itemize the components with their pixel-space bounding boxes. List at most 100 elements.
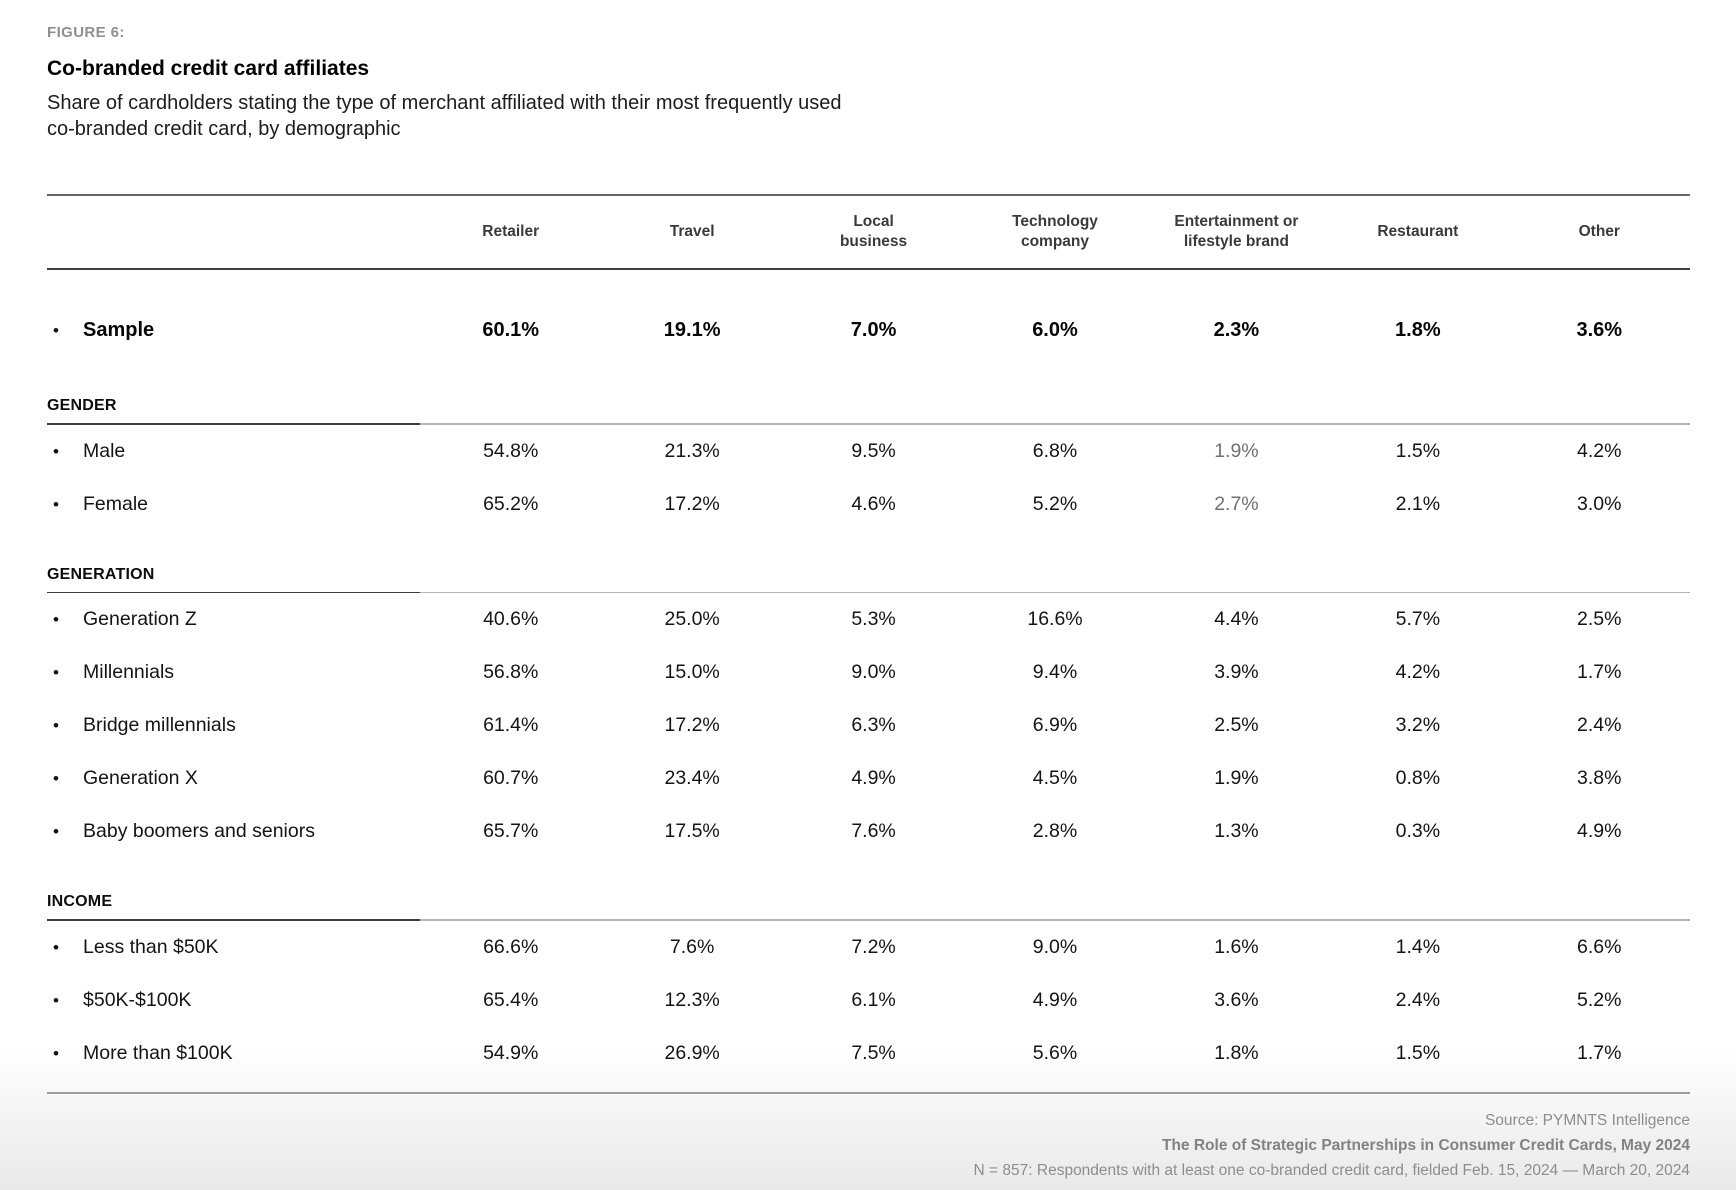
cell-sample-retailer: 60.1% <box>482 319 540 341</box>
section-rule-generation <box>47 591 1690 593</box>
table-row-male: • Male 54.8% 21.3% 9.5% 6.8% 1.9% 1.5% 4.2% <box>47 425 1690 478</box>
table-bottom-rule <box>47 1091 1690 1094</box>
cell-generation-z-retailer: 40.6% <box>483 608 539 630</box>
cell-millennials-retailer: 56.8% <box>483 661 539 683</box>
cell-generation-x-technology-company: 4.5% <box>1032 767 1078 789</box>
cell-more-than-100k-entertainment-or-lifestyle-brand: 1.8% <box>1214 1041 1259 1064</box>
cell-female-technology-company: 5.2% <box>1032 492 1078 515</box>
cell-bridge-millennials-travel: 17.2% <box>664 714 720 736</box>
table-row-female: • Female 65.2% 17.2% 4.6% 5.2% 2.7% 2.1% 3.0% <box>47 478 1690 531</box>
cell-bridge-millennials-technology-company: 6.9% <box>1032 714 1078 736</box>
cell-baby-boomers-and-seniors-retailer: 65.7% <box>483 820 539 842</box>
cell-male-entertainment-or-lifestyle-brand: 1.9% <box>1214 439 1259 462</box>
bullet-icon: • <box>53 822 59 841</box>
cell-sample-restaurant: 1.8% <box>1395 319 1441 341</box>
cell-generation-x-other: 3.8% <box>1577 767 1622 789</box>
table-top-rule <box>47 194 1690 196</box>
cell-50k-100k-other: 5.2% <box>1577 988 1622 1011</box>
table-header-rule <box>47 268 1690 270</box>
column-header-retailer: Retailer <box>482 223 540 240</box>
cell-baby-boomers-and-seniors-entertainment-or-lifestyle-brand: 1.3% <box>1214 820 1259 842</box>
table-row-baby-boomers-and-seniors: • Baby boomers and seniors 65.7% 17.5% 7.6% 2… <box>47 805 1690 858</box>
cell-50k-100k-local-business: 6.1% <box>851 988 896 1011</box>
row-label-more-than-100k: More than $100K <box>83 1041 233 1064</box>
cell-sample-entertainment-or-lifestyle-brand: 2.3% <box>1213 319 1260 341</box>
cell-millennials-other: 1.7% <box>1577 661 1622 683</box>
cell-less-than-50k-local-business: 7.2% <box>851 935 896 958</box>
cell-more-than-100k-retailer: 54.9% <box>483 1041 539 1064</box>
cell-female-restaurant: 2.1% <box>1395 492 1441 515</box>
cell-male-restaurant: 1.5% <box>1395 439 1441 462</box>
section-header-generation: GENERATION <box>47 565 155 583</box>
table-row-sample: • Sample 60.1% 19.1% 7.0% 6.0% 2.3% 1.8% 3.6% <box>47 270 1690 362</box>
cell-generation-z-other: 2.5% <box>1577 608 1622 630</box>
row-label-cell-more-than-100k: • More than $100K <box>47 1042 420 1065</box>
cell-sample-other: 3.6% <box>1576 319 1623 341</box>
figure-subtitle-line-2: co-branded credit card, by demographic <box>47 118 401 140</box>
bullet-icon: • <box>53 441 59 461</box>
cell-less-than-50k-restaurant: 1.4% <box>1395 935 1441 958</box>
bullet-icon: • <box>53 494 59 514</box>
row-label-cell-less-than-50k: • Less than $50K <box>47 936 420 959</box>
column-header-restaurant: Restaurant <box>1377 223 1459 240</box>
cell-male-travel: 21.3% <box>664 439 720 462</box>
row-label-cell-50k-100k: • $50K-$100K <box>47 989 420 1012</box>
cell-baby-boomers-and-seniors-other: 4.9% <box>1577 820 1622 842</box>
cell-millennials-travel: 15.0% <box>664 661 720 683</box>
cell-sample-travel: 19.1% <box>663 319 721 341</box>
cell-generation-x-retailer: 60.7% <box>483 767 539 789</box>
footer: Source: PYMNTS Intelligence The Role of … <box>47 1108 1690 1183</box>
cell-less-than-50k-retailer: 66.6% <box>483 935 539 958</box>
cell-bridge-millennials-local-business: 6.3% <box>851 714 896 736</box>
row-label-male: Male <box>83 439 126 462</box>
row-label-generation-x: Generation X <box>83 767 198 789</box>
cell-generation-x-local-business: 4.9% <box>851 767 896 789</box>
row-label-cell-bridge-millennials: • Bridge millennials <box>47 714 420 737</box>
cell-less-than-50k-other: 6.6% <box>1577 935 1622 958</box>
table-row-generation-z: • Generation Z 40.6% 25.0% 5.3% 16.6% 4.4% 5.7%… <box>47 593 1690 646</box>
column-header-local-business: Local business <box>839 213 908 250</box>
cell-millennials-entertainment-or-lifestyle-brand: 3.9% <box>1214 661 1259 683</box>
row-label-50k-100k: $50K-$100K <box>83 988 192 1011</box>
cell-50k-100k-technology-company: 4.9% <box>1032 988 1078 1011</box>
cell-less-than-50k-entertainment-or-lifestyle-brand: 1.6% <box>1214 935 1259 958</box>
section-header-income: INCOME <box>47 893 113 910</box>
cell-generation-z-entertainment-or-lifestyle-brand: 4.4% <box>1214 608 1259 630</box>
table-row-bridge-millennials: • Bridge millennials 61.4% 17.2% 6.3% 6.9% 2.5… <box>47 699 1690 752</box>
table-row-50k-100k: • $50K-$100K 65.4% 12.3% 6.1% 4.9% 3.6% 2.4% 5.2… <box>47 974 1690 1027</box>
cell-generation-z-technology-company: 16.6% <box>1027 608 1083 630</box>
cell-sample-local-business: 7.0% <box>850 319 897 341</box>
cell-baby-boomers-and-seniors-technology-company: 2.8% <box>1032 820 1078 842</box>
cell-more-than-100k-travel: 26.9% <box>664 1041 720 1064</box>
cell-50k-100k-travel: 12.3% <box>664 988 720 1011</box>
row-label-cell-generation-x: • Generation X <box>47 767 420 790</box>
bullet-icon: • <box>53 610 59 629</box>
row-label-cell-generation-z: • Generation Z <box>47 608 420 631</box>
figure-subtitle-line-1: Share of cardholders stating the type of… <box>47 92 842 114</box>
bullet-icon: • <box>53 1043 59 1063</box>
cell-bridge-millennials-other: 2.4% <box>1577 714 1622 736</box>
row-label-cell-millennials: • Millennials <box>47 661 420 684</box>
row-label-cell-sample: • Sample <box>47 319 420 342</box>
table-row-less-than-50k: • Less than $50K 66.6% 7.6% 7.2% 9.0% 1.6% 1.4%… <box>47 921 1690 974</box>
cell-more-than-100k-restaurant: 1.5% <box>1395 1041 1441 1064</box>
cell-baby-boomers-and-seniors-travel: 17.5% <box>664 820 720 842</box>
bullet-icon: • <box>53 663 59 682</box>
cell-female-retailer: 65.2% <box>483 492 539 515</box>
bullet-icon: • <box>53 990 59 1010</box>
row-label-sample: Sample <box>83 319 155 341</box>
cell-male-retailer: 54.8% <box>483 439 539 462</box>
figure-title: Co-branded credit card affiliates <box>47 57 370 80</box>
table-body: • Sample 60.1% 19.1% 7.0% 6.0% 2.3% 1.8% 3.6% GEN… <box>47 270 1690 1080</box>
table-row-generation-x: • Generation X 60.7% 23.4% 4.9% 4.5% 1.9% 0.8% 3… <box>47 752 1690 805</box>
bullet-icon: • <box>53 769 59 788</box>
table-column-header-row: Retailer Travel Local business Technology c… <box>47 196 1690 268</box>
bullet-icon: • <box>53 716 59 735</box>
cell-bridge-millennials-entertainment-or-lifestyle-brand: 2.5% <box>1214 714 1259 736</box>
row-label-bridge-millennials: Bridge millennials <box>83 714 236 736</box>
cell-less-than-50k-travel: 7.6% <box>669 935 715 958</box>
cell-generation-x-travel: 23.4% <box>664 767 720 789</box>
cell-more-than-100k-technology-company: 5.6% <box>1032 1041 1078 1064</box>
cell-bridge-millennials-restaurant: 3.2% <box>1395 714 1441 736</box>
cell-generation-x-entertainment-or-lifestyle-brand: 1.9% <box>1214 767 1259 789</box>
